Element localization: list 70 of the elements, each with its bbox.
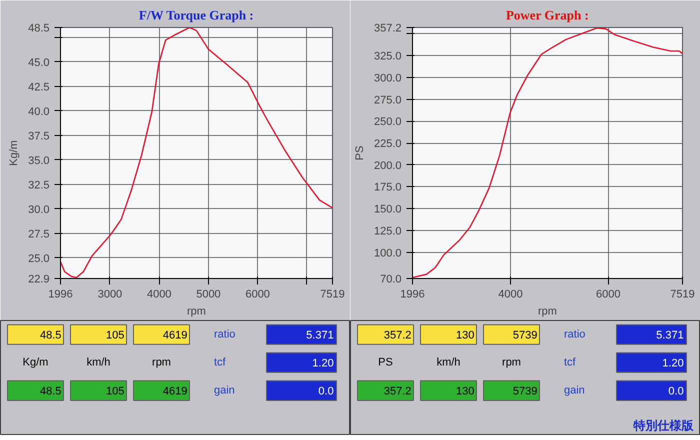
x-tick-label: 6000 <box>596 288 620 300</box>
x-tick-label: 4000 <box>146 288 172 300</box>
text: rpm <box>502 356 521 369</box>
y-tick-label: 37.5 <box>28 130 50 142</box>
y-tick-label: 150.0 <box>374 204 402 216</box>
text: 130 <box>456 386 474 398</box>
x-tick-label: 4000 <box>498 288 523 300</box>
y-tick-label: 325.0 <box>374 50 402 63</box>
y-axis-title: Kg/m <box>8 140 20 166</box>
y-tick-label: 32.5 <box>28 179 50 192</box>
text: 48.5 <box>40 330 62 342</box>
text: 1.20 <box>312 358 334 370</box>
y-tick-label: 300.0 <box>374 72 402 84</box>
x-axis-title: rpm <box>187 306 206 318</box>
text: rpm <box>152 356 171 369</box>
y-tick-label: 275.0 <box>374 94 402 106</box>
text: 4619 <box>162 330 188 342</box>
y-tick-label: 100.0 <box>374 247 402 260</box>
x-tick-label: 7519 <box>670 288 695 300</box>
text: 357.2 <box>384 386 412 398</box>
text: 105 <box>106 330 124 342</box>
text: 特別仕様版 <box>632 418 694 433</box>
y-tick-label: 30.0 <box>28 204 50 216</box>
y-tick-label: 250.0 <box>374 116 402 128</box>
x-tick-label: 7519 <box>320 288 345 300</box>
chart-title: F/W Torque Graph : <box>138 8 254 22</box>
text: 5739 <box>512 330 538 342</box>
x-tick-label: 1996 <box>48 288 73 300</box>
text: 0.0 <box>318 386 334 398</box>
y-tick-label: 22.9 <box>28 274 50 286</box>
text: km/h <box>436 356 460 369</box>
y-tick-label: 70.0 <box>380 274 402 286</box>
y-tick-label: 175.0 <box>374 182 402 194</box>
text: 1.20 <box>662 358 684 370</box>
x-tick-label: 1996 <box>400 288 425 300</box>
text: PS <box>378 356 393 369</box>
y-tick-label: 27.5 <box>28 228 50 240</box>
text: 5739 <box>512 386 538 398</box>
text: tcf <box>564 356 577 369</box>
text: gain <box>564 384 585 397</box>
x-axis-title: rpm <box>538 306 557 318</box>
text: 130 <box>456 330 474 342</box>
x-tick-label: 3000 <box>98 288 122 300</box>
y-tick-label: 35.0 <box>28 154 50 167</box>
text: 0.0 <box>668 386 684 398</box>
x-tick-label: 6000 <box>245 288 270 300</box>
y-tick-label: 25.0 <box>28 252 50 265</box>
y-axis-title: PS <box>354 146 366 160</box>
y-tick-label: 40.0 <box>28 106 50 118</box>
text: 4619 <box>162 386 188 398</box>
y-tick-label: 45.0 <box>28 56 50 69</box>
text: gain <box>214 384 235 397</box>
text: 5.371 <box>306 330 334 342</box>
text: tcf <box>214 356 227 369</box>
y-tick-label: 42.5 <box>28 81 50 94</box>
text: ratio <box>214 328 236 341</box>
text: 48.5 <box>40 386 62 398</box>
y-tick-label: 48.5 <box>28 22 50 34</box>
y-tick-label: 200.0 <box>374 160 402 172</box>
y-tick-label: 125.0 <box>374 225 402 238</box>
x-tick-label: 5000 <box>196 288 221 300</box>
text: ratio <box>564 328 586 341</box>
text: km/h <box>86 356 110 369</box>
y-tick-label: 225.0 <box>374 138 402 150</box>
y-tick-label: 357.2 <box>374 22 402 34</box>
chart-title: Power Graph : <box>506 8 589 22</box>
text: 105 <box>106 386 124 398</box>
text: 5.371 <box>656 330 684 342</box>
text: 357.2 <box>384 330 412 342</box>
text: Kg/m <box>22 356 48 369</box>
